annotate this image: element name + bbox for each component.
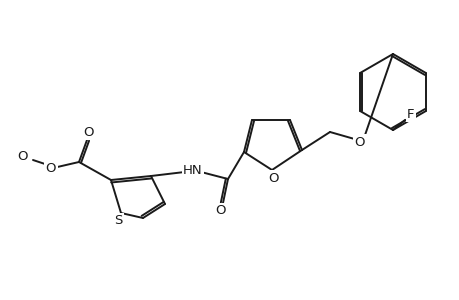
Text: O: O <box>18 149 28 163</box>
Text: O: O <box>268 172 279 184</box>
Text: O: O <box>354 136 364 148</box>
Text: O: O <box>84 125 94 139</box>
Text: O: O <box>45 163 56 176</box>
Text: HN: HN <box>183 164 202 178</box>
Text: S: S <box>113 214 122 227</box>
Text: F: F <box>406 107 414 121</box>
Text: O: O <box>215 205 226 218</box>
